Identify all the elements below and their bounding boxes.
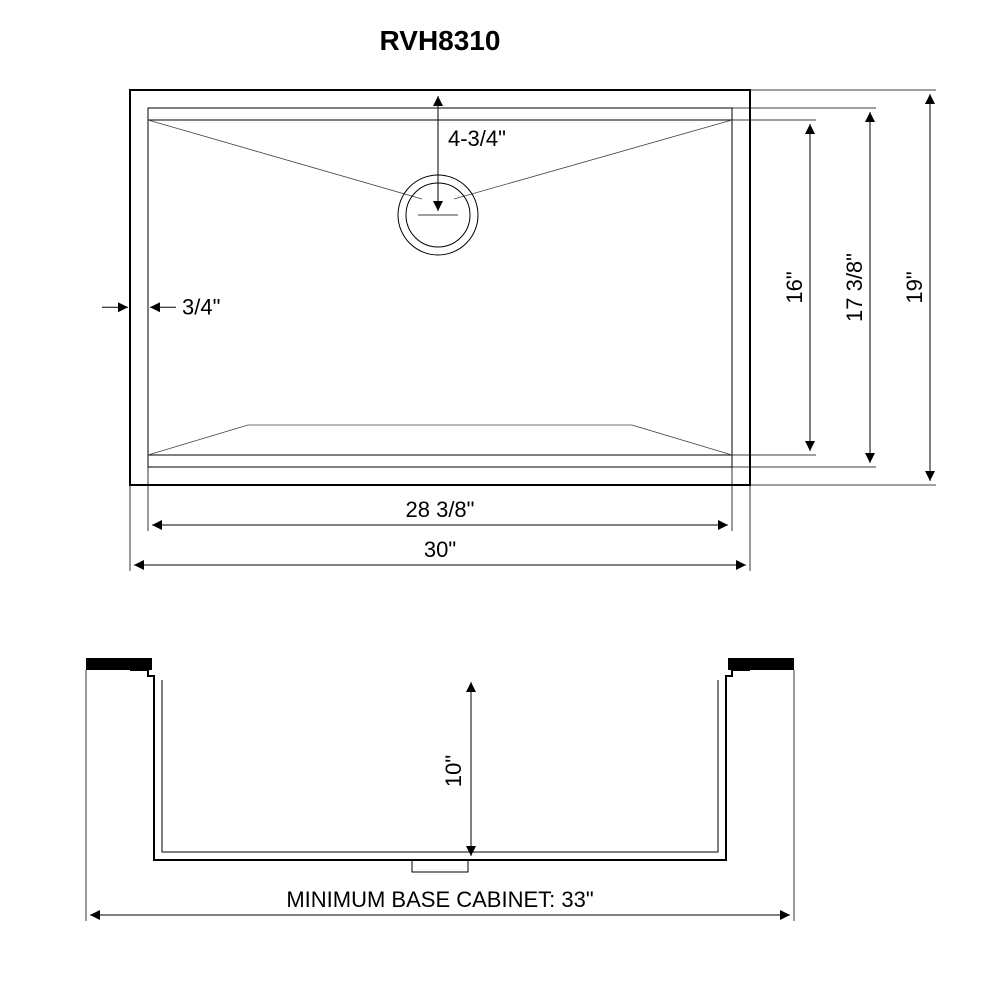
countertop-left [86, 658, 152, 670]
dim-drain-offset-label: 4-3/4" [448, 126, 506, 151]
dim-28-label: 28 3/8" [406, 497, 475, 522]
countertop-right [728, 658, 794, 670]
drain-stub [412, 860, 468, 872]
dim-16-label: 16" [782, 271, 807, 303]
dim-10-label: 10" [441, 755, 466, 787]
perspective-line [148, 425, 248, 455]
sink-profile [130, 670, 750, 860]
top-view: 4-3/4" 3/4" 16" 17 3/8" 19" 28 3/8" 30" [102, 90, 936, 571]
perspective-line [148, 120, 422, 199]
dim-30-label: 30" [424, 537, 456, 562]
side-view: 10" MINIMUM BASE CABINET: 33" [86, 658, 794, 921]
perspective-line [632, 425, 732, 455]
sink-inner-rect [148, 108, 732, 467]
dim-cabinet-label: MINIMUM BASE CABINET: 33" [286, 887, 593, 912]
model-title: RVH8310 [380, 25, 501, 56]
dim-17-label: 17 3/8" [842, 253, 867, 322]
sink-outer-rect [130, 90, 750, 485]
dim-flange-label: 3/4" [182, 294, 220, 319]
sink-profile-inner [162, 680, 718, 852]
dim-19-label: 19" [902, 271, 927, 303]
